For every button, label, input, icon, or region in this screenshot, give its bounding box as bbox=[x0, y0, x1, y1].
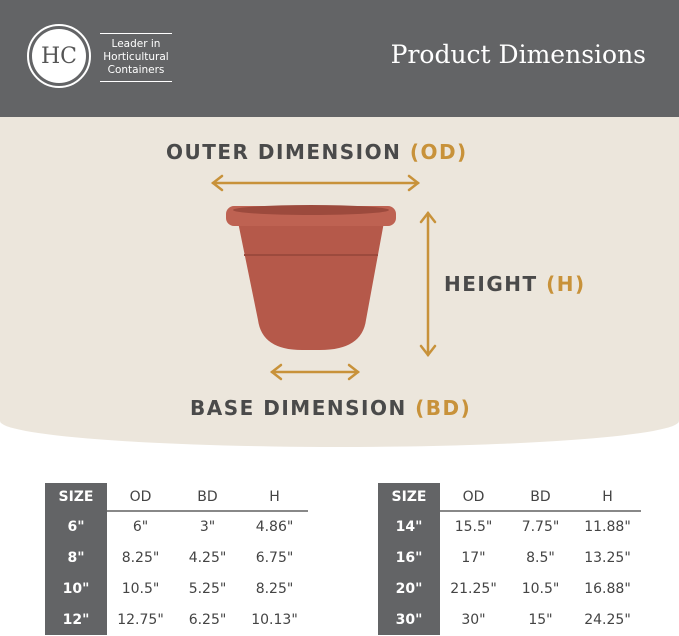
dimension-cell: 3" bbox=[199, 519, 216, 535]
table-row: 12" 12.75" 6.25" 10.13" bbox=[45, 604, 308, 635]
header-banner: HC Leader in Horticultural Containers Pr… bbox=[0, 0, 679, 117]
table-row: 10" 10.5" 5.25" 8.25" bbox=[45, 573, 308, 604]
table-row: 20" 21.25" 10.5" 16.88" bbox=[378, 573, 641, 604]
dimension-cell: 17" bbox=[461, 549, 486, 566]
size-cell: 6" bbox=[45, 511, 107, 542]
dimension-cell: 16.88" bbox=[584, 580, 631, 597]
size-cell: 12" bbox=[45, 604, 107, 635]
column-header: SIZE bbox=[378, 483, 440, 511]
dimension-cell: 6" bbox=[132, 519, 149, 535]
pot-diagram bbox=[210, 174, 437, 381]
height-arrow bbox=[419, 210, 437, 358]
dimension-cell: 11.88" bbox=[584, 519, 631, 535]
dimension-cell: 6.25" bbox=[188, 611, 227, 628]
size-table-small: SIZE OD BD H 6" 6" 3" 4.86" 8" 8.25" 4.25" 6.75" 10"… bbox=[45, 483, 308, 635]
size-cell: 14" bbox=[378, 511, 440, 542]
column-header: BD bbox=[174, 483, 241, 512]
dimension-cell: 8.25" bbox=[121, 549, 160, 566]
dimension-cell: 10.5" bbox=[521, 580, 560, 597]
dimension-cell: 21.25" bbox=[450, 580, 497, 597]
dimension-cell: 15.5" bbox=[454, 519, 493, 535]
dimension-cell: 7.75" bbox=[521, 519, 560, 535]
dimension-cell: 5.25" bbox=[188, 580, 227, 597]
tagline-line: Containers bbox=[107, 64, 165, 76]
table-row: 30" 30" 15" 24.25" bbox=[378, 604, 641, 635]
dimension-cell: 4.86" bbox=[255, 519, 294, 535]
dimension-cell: 8.5" bbox=[526, 549, 555, 566]
dimension-cell: 8.25" bbox=[255, 580, 294, 597]
size-cell: 20" bbox=[378, 573, 440, 604]
table-row: 16" 17" 8.5" 13.25" bbox=[378, 542, 641, 573]
dimension-cell: 10.5" bbox=[121, 580, 160, 597]
od-arrow bbox=[210, 174, 421, 192]
size-cell: 30" bbox=[378, 604, 440, 635]
table-header-row: SIZE OD BD H bbox=[45, 483, 308, 512]
dimension-cell: 6.75" bbox=[255, 549, 294, 566]
size-cell: 10" bbox=[45, 573, 107, 604]
dimension-cell: 10.13" bbox=[251, 611, 298, 628]
table-row: 6" 6" 3" 4.86" bbox=[45, 511, 308, 542]
size-table-large: SIZE OD BD H 14" 15.5" 7.75" 11.88" 16" 17" 8.5" 13… bbox=[378, 483, 641, 635]
column-header: H bbox=[241, 483, 308, 512]
table-row: 14" 15.5" 7.75" 11.88" bbox=[378, 511, 641, 542]
dimension-cell: 30" bbox=[461, 611, 486, 628]
logo-text: HC bbox=[32, 29, 86, 83]
table-header-row: SIZE OD BD H bbox=[378, 483, 641, 512]
pot-illustration bbox=[226, 205, 396, 350]
table-row: 8" 8.25" 4.25" 6.75" bbox=[45, 542, 308, 573]
height-label: HEIGHT (H) bbox=[444, 272, 586, 296]
column-header: OD bbox=[440, 483, 507, 512]
tagline-line: Horticultural bbox=[103, 51, 169, 63]
page-title: Product Dimensions bbox=[390, 40, 646, 69]
dimension-cell: 12.75" bbox=[117, 611, 164, 628]
column-header: BD bbox=[507, 483, 574, 512]
dimension-cell: 15" bbox=[528, 611, 553, 628]
dimension-cell: 4.25" bbox=[188, 549, 227, 566]
column-header: OD bbox=[107, 483, 174, 512]
column-header: H bbox=[574, 483, 641, 512]
column-header: SIZE bbox=[45, 483, 107, 511]
brand-logo: HC bbox=[27, 24, 91, 88]
size-cell: 16" bbox=[378, 542, 440, 573]
outer-dimension-label: OUTER DIMENSION (OD) bbox=[166, 140, 468, 164]
brand-tagline: Leader in Horticultural Containers bbox=[100, 33, 172, 82]
dimension-cell: 13.25" bbox=[584, 549, 631, 566]
tagline-line: Leader in bbox=[111, 38, 161, 50]
bd-arrow bbox=[269, 363, 361, 381]
dimension-cell: 24.25" bbox=[584, 611, 631, 628]
base-dimension-label: BASE DIMENSION (BD) bbox=[190, 396, 472, 420]
size-cell: 8" bbox=[45, 542, 107, 573]
